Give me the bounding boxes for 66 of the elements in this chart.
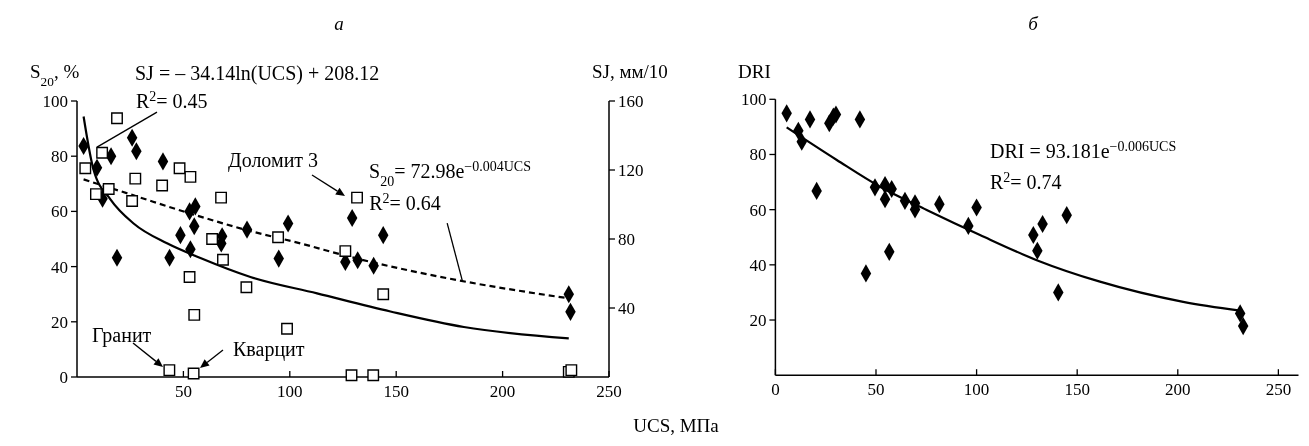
annotation: Кварцит <box>233 338 305 361</box>
text: SJ = – 34.14ln(UCS) + 208.12 <box>135 62 380 85</box>
annotation: Доломит 3 <box>228 149 319 172</box>
point <box>111 112 123 125</box>
point <box>129 172 142 185</box>
point <box>126 195 139 207</box>
point <box>206 233 219 245</box>
point <box>163 364 176 377</box>
point <box>215 191 228 204</box>
y-axis-title: DRI <box>738 61 771 82</box>
y2-tick-label: 80 <box>618 230 635 249</box>
point <box>96 146 109 159</box>
y-tick-label: 100 <box>42 92 68 111</box>
point <box>281 322 293 335</box>
point <box>367 369 380 382</box>
annotation: Гранит <box>92 324 152 347</box>
point <box>173 162 186 175</box>
point <box>187 367 200 380</box>
x-tick-label: 200 <box>489 382 516 401</box>
point <box>351 191 363 204</box>
chart-title: б <box>1028 13 1040 34</box>
annotation: S$_{20}$= 72.98e$^{−0.004UCS}$ <box>369 158 531 189</box>
y-tick-label: 60 <box>749 200 767 220</box>
point <box>79 162 92 175</box>
point <box>240 281 253 294</box>
point <box>184 170 197 183</box>
x-tick-label: 150 <box>383 382 409 401</box>
y-tick-label: 20 <box>749 311 767 331</box>
y2-tick-label: 160 <box>618 92 644 111</box>
x-tick-label: 150 <box>1064 380 1090 400</box>
y2-tick-label: 120 <box>618 161 644 180</box>
x-tick-label: 50 <box>867 380 885 400</box>
y-tick-label: 40 <box>749 255 767 275</box>
point <box>217 253 229 266</box>
x-tick-label: 200 <box>1165 380 1191 400</box>
y2-tick-label: 40 <box>618 299 635 318</box>
y-tick-label: 40 <box>51 257 68 277</box>
chart-title: а <box>334 13 344 34</box>
x-tick-label: 250 <box>1265 380 1292 400</box>
annotation: R$^{2}$= 0.45 <box>136 88 208 113</box>
point <box>90 188 102 201</box>
point <box>377 288 390 301</box>
point <box>345 369 358 382</box>
y-tick-label: 80 <box>749 145 767 165</box>
x-tick-label: 0 <box>771 380 780 400</box>
x-tick-label: 50 <box>174 382 192 401</box>
point <box>183 271 196 283</box>
x-axis-title: UCS, МПа <box>633 415 720 436</box>
point <box>339 245 352 258</box>
point <box>156 179 169 192</box>
x-tick-label: 100 <box>963 380 990 400</box>
point <box>188 308 201 321</box>
point <box>102 183 115 195</box>
y-tick-label: 60 <box>51 202 68 222</box>
x-tick-label: 100 <box>277 382 303 401</box>
y-tick-label: 80 <box>51 147 68 167</box>
y-tick-label: 0 <box>59 368 68 387</box>
point <box>272 231 285 244</box>
annotation: R$^{2}$= 0.74 <box>990 169 1062 193</box>
y-axis-title: S$_{20}$, % <box>30 61 80 89</box>
annotation: R$^{2}$= 0.64 <box>369 190 441 215</box>
y-tick-label: 20 <box>51 312 68 332</box>
y-tick-label: 100 <box>740 90 767 110</box>
y2-axis-title: SJ, мм/10 <box>592 61 668 82</box>
x-tick-label: 250 <box>596 382 622 401</box>
annotation: DRI = 93.181e$^{−0.006UCS}$ <box>990 138 1177 162</box>
